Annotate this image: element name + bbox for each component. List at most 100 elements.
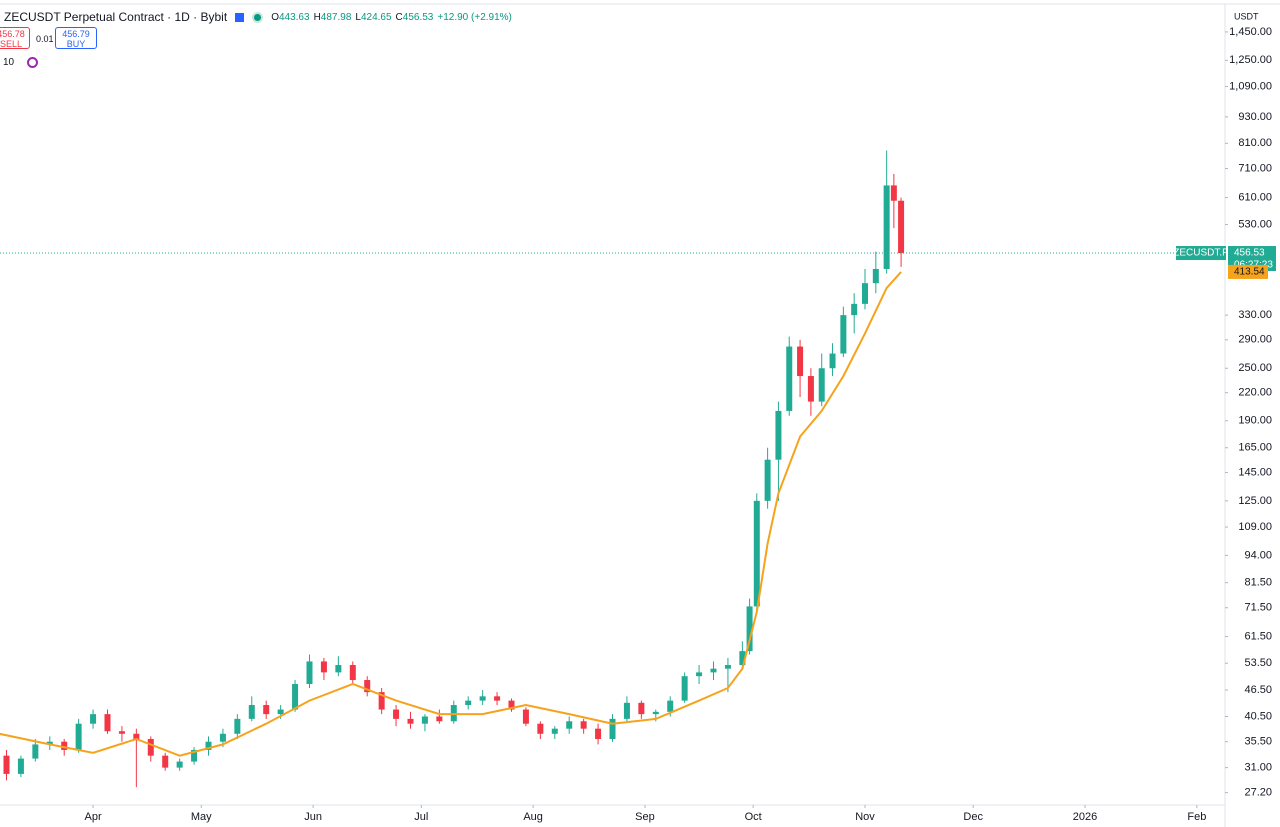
candle-body (61, 741, 68, 750)
ohlc-key: L (355, 11, 361, 23)
candle-body (522, 709, 529, 724)
ohlc-value: 424.65 (360, 11, 392, 23)
buy-price: 456.79 (62, 29, 90, 39)
candle-body (90, 714, 97, 724)
y-tick-label: 1,450.00 (1229, 26, 1272, 38)
currency-button[interactable] (1230, 9, 1276, 25)
candle-body (807, 376, 814, 402)
candle-body (248, 705, 255, 719)
candle-body (162, 755, 169, 768)
candle-body (118, 731, 125, 734)
candle-body (746, 606, 753, 652)
y-tick-label: 530.00 (1238, 218, 1272, 230)
flag (235, 12, 245, 22)
candle-body (667, 700, 674, 712)
y-tick-label: 610.00 (1238, 191, 1272, 203)
y-tick-label: 31.00 (1244, 762, 1272, 774)
candle-body (494, 696, 501, 701)
candle-body (465, 700, 472, 706)
quantity: 10 (3, 57, 15, 68)
x-tick-label: Oct (745, 811, 762, 823)
x-tick-label: Nov (855, 811, 875, 823)
candle-body (205, 741, 212, 750)
y-tick-label: 710.00 (1238, 162, 1272, 174)
candle-body (764, 459, 771, 501)
candle-body (753, 500, 760, 607)
candle-body (829, 353, 836, 369)
candle-body (234, 718, 241, 734)
candle-body (609, 718, 616, 740)
candle-body (883, 185, 890, 269)
y-tick-label: 46.50 (1244, 684, 1272, 696)
y-tick-label: 290.00 (1238, 334, 1272, 346)
candle-body (263, 705, 270, 715)
candle-body (335, 665, 342, 673)
y-tick-label: 109.00 (1238, 521, 1272, 533)
symbol: ZECUSDT Perpetual Contract · 1D · Bybit (4, 10, 228, 24)
buy-button[interactable]: 456.79 BUY (55, 27, 97, 49)
candle-body (696, 672, 703, 677)
candle-body (566, 721, 573, 729)
candle-body (551, 728, 558, 734)
candle-body (364, 680, 371, 693)
candle-body (623, 702, 630, 719)
sell-label: SELL (0, 39, 23, 49)
y-tick-label: 250.00 (1238, 362, 1272, 374)
refresh-icon[interactable] (27, 57, 38, 68)
y-tick-label: 810.00 (1238, 137, 1272, 149)
candle-body (851, 303, 858, 316)
candle-body (378, 692, 385, 710)
candle-body (724, 665, 731, 669)
candle-body (191, 749, 198, 762)
x-tick-label: Apr (85, 811, 102, 823)
candle-body (306, 661, 313, 684)
y-tick-label: 330.00 (1238, 309, 1272, 321)
symbol-tag (1176, 246, 1226, 261)
y-tick-label: 81.50 (1244, 577, 1272, 589)
change: +12.90 (+2.91%) (437, 11, 512, 23)
candle-body (508, 700, 515, 710)
currency: USDT (1234, 11, 1259, 21)
y-tick-label: 930.00 (1238, 111, 1272, 123)
candle-body (479, 696, 486, 701)
candle-body (775, 410, 782, 460)
candle-body (595, 728, 602, 740)
y-tick-label: 53.50 (1244, 657, 1272, 669)
moving-average (0, 271, 902, 757)
candle-body (898, 200, 905, 254)
candle-body (840, 315, 847, 354)
candle-body (421, 716, 428, 724)
candle-body (638, 702, 645, 715)
y-tick-label: 220.00 (1238, 387, 1272, 399)
symbol-tag-label: ZECUSDT.P (1173, 248, 1229, 259)
y-tick-label: 145.00 (1238, 466, 1272, 478)
ohlc-value: 456.53 (402, 11, 434, 23)
candle-body (393, 709, 400, 719)
x-tick-label: Jul (414, 811, 428, 823)
candle-body (739, 651, 746, 666)
candle-body (292, 683, 299, 710)
candle-body (862, 283, 869, 304)
y-tick-label: 125.00 (1238, 495, 1272, 507)
y-tick-label: 165.00 (1238, 442, 1272, 454)
y-tick-label: 27.20 (1244, 787, 1272, 799)
spread: 0.01 (36, 34, 54, 44)
y-tick-label: 1,090.00 (1229, 80, 1272, 92)
candle-body (133, 733, 140, 740)
candle-body (407, 718, 414, 724)
legend: ZECUSDT Perpetual Contract · 1D · Bybit … (4, 10, 512, 24)
ohlc-key: O (271, 11, 279, 23)
candle-body (147, 739, 154, 756)
candle-body (3, 755, 10, 774)
candle-body (818, 368, 825, 402)
sell-price: 456.78 (0, 29, 25, 39)
ohlc-value: 487.98 (320, 11, 352, 23)
ma-tag-label: 413.54 (1234, 267, 1265, 278)
y-tick-label: 40.50 (1244, 710, 1272, 722)
ohlc: O 443.63 H 487.98 L 424.65 C 456.53 (271, 12, 433, 23)
x-tick-label: Feb (1187, 811, 1206, 823)
candle-body (277, 709, 284, 715)
sell-button[interactable]: 456.78 SELL (0, 27, 30, 49)
candle-body (75, 723, 82, 750)
